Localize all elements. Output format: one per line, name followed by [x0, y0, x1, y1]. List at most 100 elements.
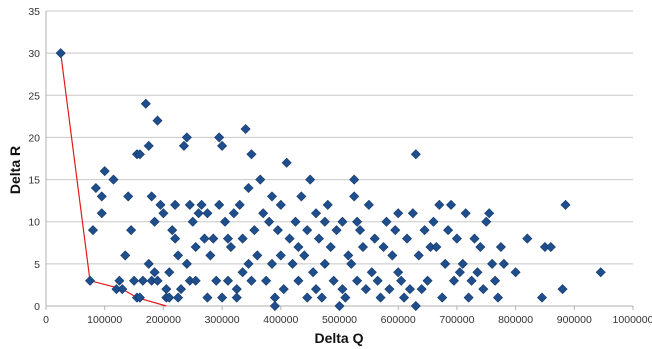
data-point: [316, 292, 327, 303]
tick-labels: 0 5 10 15 20 25 30 35 0 100000 200000 300000 400000 5…: [28, 6, 652, 326]
data-point: [319, 216, 330, 227]
data-point: [545, 241, 556, 253]
data-point: [378, 241, 389, 253]
data-point: [214, 132, 225, 143]
x-tick-label: 900000: [557, 314, 592, 326]
data-point: [143, 258, 154, 269]
data-point: [246, 149, 257, 160]
data-point: [220, 216, 231, 227]
data-point: [363, 199, 374, 210]
data-point: [410, 300, 421, 312]
data-point: [240, 123, 251, 135]
data-point: [308, 267, 319, 278]
data-point: [313, 233, 324, 244]
data-point: [234, 199, 245, 210]
data-point: [422, 275, 433, 286]
data-point: [349, 191, 360, 202]
data-point: [331, 225, 342, 236]
x-tick-label: 500000: [322, 314, 357, 326]
data-point: [222, 275, 233, 286]
data-point: [237, 267, 248, 278]
data-point: [372, 275, 383, 286]
data-point: [381, 216, 392, 227]
data-point: [448, 275, 459, 286]
data-point: [290, 216, 301, 227]
data-point: [419, 225, 430, 236]
data-point: [325, 241, 336, 253]
data-point: [90, 182, 101, 194]
data-point: [252, 250, 263, 261]
data-point: [173, 250, 184, 261]
data-point: [249, 225, 260, 236]
x-tick-label: 300000: [205, 314, 240, 326]
x-tick-label: 0: [43, 314, 49, 326]
data-point: [446, 199, 457, 210]
data-point: [484, 208, 495, 219]
data-point: [352, 216, 363, 227]
data-point: [440, 258, 451, 269]
data-point: [149, 216, 160, 227]
y-tick-label: 35: [28, 6, 40, 18]
data-point: [352, 275, 363, 286]
data-point: [360, 284, 371, 295]
data-point: [184, 199, 195, 210]
data-point: [434, 199, 445, 210]
data-point: [228, 208, 239, 219]
data-point: [258, 208, 269, 219]
data-point: [284, 233, 295, 244]
data-point: [85, 275, 96, 286]
data-point: [199, 233, 210, 244]
data-point: [595, 267, 606, 278]
data-point: [343, 250, 354, 261]
data-point: [129, 275, 140, 286]
x-tick-label: 200000: [146, 314, 181, 326]
data-point: [413, 250, 424, 261]
data-point: [217, 292, 228, 303]
data-point: [275, 250, 286, 261]
data-point: [202, 208, 213, 219]
data-point: [243, 258, 254, 269]
data-point: [173, 292, 184, 303]
data-point: [243, 182, 254, 194]
data-point: [149, 267, 160, 278]
data-point: [205, 250, 216, 261]
data-point: [404, 284, 415, 295]
data-point: [357, 241, 369, 253]
data-point: [490, 275, 501, 286]
data-point: [287, 258, 298, 269]
y-tick-label: 5: [34, 259, 40, 271]
data-point: [269, 300, 280, 312]
data-point: [181, 258, 192, 269]
data-point: [158, 208, 169, 219]
data-point: [264, 216, 275, 227]
data-point: [475, 241, 486, 253]
data-point: [246, 275, 257, 286]
data-point: [255, 174, 266, 185]
data-point: [55, 48, 66, 59]
data-point: [281, 157, 292, 168]
x-tick-label: 700000: [439, 314, 474, 326]
data-point: [305, 174, 316, 185]
data-point: [457, 258, 468, 269]
data-point: [454, 267, 465, 278]
data-point: [366, 267, 377, 278]
data-point: [134, 292, 145, 303]
data-point: [293, 241, 304, 253]
data-point: [155, 199, 166, 210]
data-point: [96, 191, 107, 202]
data-point: [387, 250, 398, 261]
data-point: [96, 208, 107, 219]
data-point: [272, 225, 283, 236]
y-tick-label: 30: [28, 48, 40, 60]
data-point: [152, 115, 163, 126]
data-point: [211, 275, 222, 286]
data-point: [510, 267, 521, 278]
data-point: [164, 292, 175, 303]
x-tick-label: 1000000: [613, 314, 652, 326]
data-point: [302, 292, 313, 303]
data-point: [460, 208, 471, 219]
data-point: [117, 284, 128, 295]
data-point: [337, 216, 348, 227]
data-point: [123, 191, 134, 202]
